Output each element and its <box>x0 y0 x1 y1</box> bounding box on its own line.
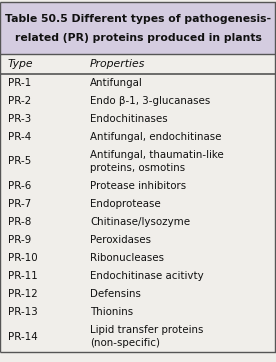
Text: Antifungal: Antifungal <box>90 78 143 88</box>
Text: PR-13: PR-13 <box>8 307 38 317</box>
Text: PR-4: PR-4 <box>8 132 31 142</box>
Text: PR-14: PR-14 <box>8 332 38 341</box>
Text: PR-5: PR-5 <box>8 156 31 167</box>
Text: PR-7: PR-7 <box>8 199 31 209</box>
Text: PR-12: PR-12 <box>8 289 38 299</box>
Text: PR-10: PR-10 <box>8 253 38 263</box>
Text: (non-specific): (non-specific) <box>90 338 160 348</box>
Text: PR-1: PR-1 <box>8 78 31 88</box>
Bar <box>0 2 276 54</box>
Text: Antifungal, thaumatin-like: Antifungal, thaumatin-like <box>90 150 224 160</box>
Text: PR-11: PR-11 <box>8 271 38 281</box>
Text: Endochitinases: Endochitinases <box>90 114 168 124</box>
Text: Type: Type <box>8 59 34 69</box>
Text: Table 50.5 Different types of pathogenesis-: Table 50.5 Different types of pathogenes… <box>5 14 271 24</box>
Text: Endoprotease: Endoprotease <box>90 199 161 209</box>
Text: proteins, osmotins: proteins, osmotins <box>90 163 185 173</box>
Text: PR-6: PR-6 <box>8 181 31 191</box>
Text: related (PR) proteins produced in plants: related (PR) proteins produced in plants <box>15 33 261 43</box>
Text: Endochitinase acitivty: Endochitinase acitivty <box>90 271 204 281</box>
Text: Properties: Properties <box>90 59 145 69</box>
Text: Protease inhibitors: Protease inhibitors <box>90 181 186 191</box>
Text: Endo β-1, 3-glucanases: Endo β-1, 3-glucanases <box>90 96 210 106</box>
Text: Chitinase/lysozyme: Chitinase/lysozyme <box>90 217 190 227</box>
Text: PR-3: PR-3 <box>8 114 31 124</box>
Text: Ribonucleases: Ribonucleases <box>90 253 164 263</box>
Text: Thionins: Thionins <box>90 307 133 317</box>
Text: Lipid transfer proteins: Lipid transfer proteins <box>90 325 203 335</box>
Text: PR-9: PR-9 <box>8 235 31 245</box>
Text: Peroxidases: Peroxidases <box>90 235 151 245</box>
Text: Defensins: Defensins <box>90 289 141 299</box>
Text: Antifungal, endochitinase: Antifungal, endochitinase <box>90 132 222 142</box>
Text: PR-2: PR-2 <box>8 96 31 106</box>
Text: PR-8: PR-8 <box>8 217 31 227</box>
